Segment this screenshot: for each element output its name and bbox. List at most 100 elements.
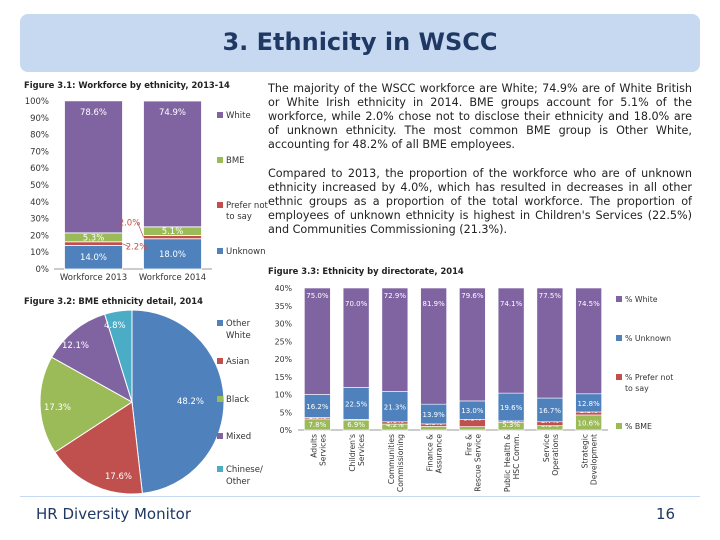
- data-label-unknown-2: 21.3%: [384, 404, 407, 412]
- data-label-bme-0: 5.3%: [83, 233, 105, 243]
- legend-swatch-asian: [217, 358, 223, 364]
- data-label-leader: [137, 222, 144, 238]
- pie-label-other-white: 48.2%: [177, 397, 204, 407]
- legend-swatch-unknown: [616, 335, 622, 341]
- y-tick-label: 10%: [30, 248, 49, 258]
- x-category-label-group: Children's Services: [348, 434, 366, 472]
- y-tick-label: 60%: [30, 164, 49, 174]
- x-category-label: Workforce 2013: [60, 273, 127, 283]
- chart-title: Figure 3.1: Workforce by ethnicity, 2013…: [24, 80, 230, 90]
- legend-swatch-white: [217, 112, 223, 118]
- x-category-label: Communities: [387, 434, 396, 484]
- y-tick-label: 50%: [30, 181, 49, 191]
- x-category-label: Workforce 2014: [139, 273, 206, 283]
- x-category-label: Adults: [309, 434, 318, 458]
- data-label-unknown-1: 22.5%: [345, 400, 368, 408]
- slide-title: 3. Ethnicity in WSCC: [222, 28, 498, 56]
- x-category-label: Services: [318, 434, 327, 466]
- y-tick-label: 10%: [275, 391, 292, 400]
- y-tick-label: 80%: [30, 131, 49, 141]
- legend-label-bme: BME: [226, 156, 245, 166]
- pie-slice-chinese-other: [104, 309, 133, 403]
- x-category-label: Services: [357, 434, 366, 466]
- bar-white-communities-commissioning: [381, 287, 409, 392]
- bar-white-workforce-2013: [64, 100, 123, 234]
- title-bar: 3. Ethnicity in WSCC: [20, 14, 700, 72]
- bar-unknown-public-health-hsc-comm: [497, 392, 525, 422]
- data-label-leader: [122, 243, 129, 247]
- y-tick-label: 35%: [275, 302, 292, 311]
- legend-label-unknown: Unknown: [226, 247, 265, 257]
- legend-label-prefer-not-to-say: Prefer not: [226, 201, 269, 211]
- y-tick-label: 90%: [30, 114, 49, 124]
- bar-white-fire-rescue-service: [459, 287, 486, 402]
- legend-label-prefer-not-to-say-line2: to say: [226, 212, 252, 222]
- y-tick-label: 20%: [275, 355, 292, 364]
- legend-label-black: Black: [226, 395, 249, 405]
- x-category-label-group: Strategic Development: [581, 434, 599, 485]
- data-label-white-0: 75.0%: [306, 292, 329, 300]
- x-category-label: Assurance: [435, 434, 444, 474]
- y-tick-label: 5%: [280, 408, 292, 417]
- bar-white-finance-assurance: [420, 287, 447, 405]
- legend-label-white: % White: [625, 295, 658, 304]
- x-category-label-group: Fire & Rescue Service: [464, 434, 482, 492]
- y-tick-label: 20%: [30, 231, 49, 241]
- x-category-label-group: Service Operations: [542, 434, 560, 476]
- y-tick-label: 70%: [30, 147, 49, 157]
- x-category-label-group: Communities Commissioning: [387, 434, 405, 492]
- x-category-label: Finance &: [426, 434, 435, 471]
- legend-label-other-white: Other: [226, 319, 251, 329]
- data-label-unknown-0: 16.2%: [306, 403, 329, 411]
- pie-label-chinese-other: 4.8%: [104, 321, 126, 331]
- legend-label-unknown: % Unknown: [625, 334, 671, 343]
- pie-slice-mixed: [50, 313, 133, 404]
- pie-slice-asian: [54, 401, 143, 495]
- legend-label-other-white-line2: White: [226, 331, 251, 341]
- x-category-label: Fire &: [464, 434, 473, 456]
- legend-label-prefer-not-to-say: % Prefer not: [625, 373, 673, 382]
- legend-label-chinese-other-line2: Other: [226, 477, 251, 487]
- data-label-bme-2: 4.2%: [386, 421, 404, 429]
- bar-white-public-health-hsc-comm: [497, 287, 525, 394]
- y-tick-label: 25%: [275, 337, 292, 346]
- footer-divider: [20, 496, 700, 530]
- page-number: 16: [656, 505, 676, 523]
- figure-3-3-directorate-chart: Figure 3.3: Ethnicity by directorate, 20…: [268, 266, 673, 492]
- x-category-label: Strategic: [581, 434, 590, 468]
- y-tick-label: 0%: [280, 426, 292, 435]
- legend-swatch-unknown: [217, 248, 223, 254]
- y-tick-label: 30%: [30, 215, 49, 225]
- legend-swatch-black: [217, 396, 223, 402]
- figure-3-1-stacked-bar-chart: Figure 3.1: Workforce by ethnicity, 2013…: [24, 80, 269, 283]
- legend-label-mixed: Mixed: [226, 432, 251, 442]
- y-tick-label: 40%: [275, 284, 292, 293]
- x-category-label: Children's: [348, 434, 357, 472]
- x-category-label-group: Adults Services: [309, 434, 327, 466]
- legend-label-chinese-other: Chinese/: [226, 465, 263, 475]
- legend-swatch-prefer-not-to-say: [217, 202, 223, 208]
- data-label-prefer-not-to-say-1: 2.0%: [119, 218, 141, 228]
- x-category-label-group: Finance & Assurance: [426, 434, 444, 474]
- data-label-bme-5: 5.3%: [502, 421, 520, 429]
- legend-label-white: White: [226, 111, 251, 121]
- data-label-unknown-7: 12.8%: [578, 400, 601, 408]
- x-category-label: Public Health &: [503, 434, 512, 492]
- legend-swatch-mixed: [217, 433, 223, 439]
- bar-white-children-s-services: [342, 287, 370, 388]
- figure-3-2-pie-chart: Figure 3.2: BME ethnicity detail, 2014 48…: [24, 296, 263, 495]
- data-label-bme-0: 7.8%: [308, 421, 326, 429]
- x-category-label: Commissioning: [396, 434, 405, 492]
- y-tick-label: 100%: [25, 97, 49, 107]
- data-label-unknown-3: 13.9%: [423, 411, 446, 419]
- data-label-white-3: 81.9%: [423, 300, 446, 308]
- legend-swatch-chinese-other: [217, 466, 223, 472]
- data-label-white-4: 79.6%: [461, 292, 484, 300]
- data-label-bme-1: 6.9%: [347, 421, 365, 429]
- footer-title: HR Diversity Monitor: [36, 505, 191, 523]
- data-label-unknown-5: 19.6%: [500, 404, 523, 412]
- pie-label-asian: 17.6%: [105, 472, 132, 482]
- pie-label-black: 17.3%: [44, 403, 71, 413]
- pie-slice-other-white: [131, 309, 225, 494]
- data-label-bme-1: 5.1%: [162, 227, 184, 237]
